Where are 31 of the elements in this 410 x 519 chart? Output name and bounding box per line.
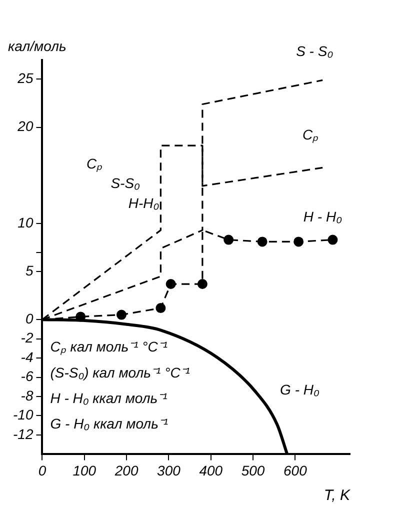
y-tick-label: 10 bbox=[18, 214, 34, 230]
annotation: H - H₀ ккал моль⁻¹ bbox=[50, 390, 168, 406]
series-label: H - H₀ bbox=[303, 208, 342, 225]
y-tick-label: 20 bbox=[16, 118, 34, 134]
y-tick-label: 5 bbox=[25, 262, 34, 278]
y-tick-label: 0 bbox=[25, 310, 34, 326]
y-tick-label: -8 bbox=[20, 387, 34, 404]
annotation: H-H₀ bbox=[128, 194, 160, 211]
y-tick-label: -10 bbox=[13, 406, 34, 423]
annotation: (S-S₀) кал моль⁻¹ °C⁻¹ bbox=[50, 364, 190, 380]
y-tick-label: 25 bbox=[16, 70, 34, 86]
x-tick-label: 0 bbox=[38, 462, 46, 478]
annotation: Cₚ кал моль⁻¹ °C⁻¹ bbox=[50, 338, 168, 356]
x-tick-label: 400 bbox=[199, 462, 223, 478]
x-tick-label: 500 bbox=[241, 462, 265, 478]
x-tick-label: 600 bbox=[284, 462, 308, 478]
series-label: Cₚ bbox=[302, 126, 319, 144]
annotation: S-S₀ bbox=[110, 175, 140, 192]
y-tick-label: -12 bbox=[13, 426, 34, 442]
x-tick-label: 100 bbox=[72, 462, 96, 478]
series-label: G - H₀ bbox=[280, 382, 320, 398]
y-tick-label: -6 bbox=[20, 368, 34, 384]
x-tick-label: 300 bbox=[157, 462, 181, 478]
x-axis-title: T, K bbox=[324, 487, 351, 504]
annotation: Cₚ bbox=[86, 155, 103, 172]
annotation: G - H₀ ккал моль⁻¹ bbox=[50, 416, 168, 432]
y-axis-title: кал/моль bbox=[8, 38, 66, 54]
series-label: S - S₀ bbox=[296, 43, 334, 60]
y-tick-label: -2 bbox=[20, 330, 34, 346]
x-tick-label: 200 bbox=[114, 462, 138, 478]
y-tick-label: -4 bbox=[20, 348, 34, 365]
